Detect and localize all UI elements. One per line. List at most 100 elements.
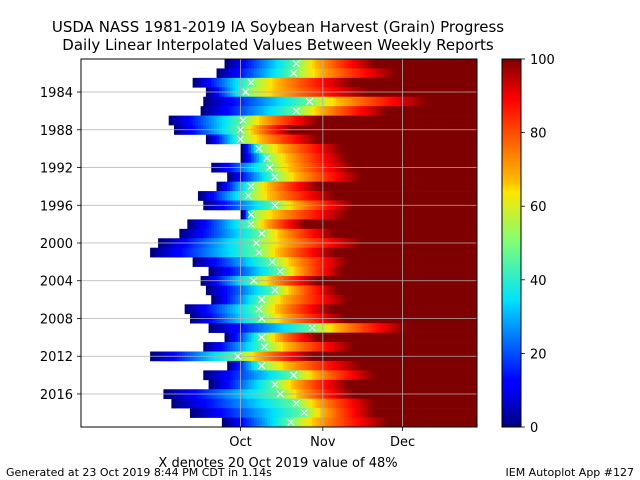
cell-1998-318: [357, 219, 361, 230]
cell-1991-321: [365, 153, 369, 164]
cell-2011-286: [272, 342, 276, 352]
cell-1989-356: [458, 134, 462, 145]
cell-1994-308: [330, 181, 334, 192]
cell-2017-277: [248, 398, 252, 409]
cell-2007-258: [197, 304, 201, 315]
cell-1987-334: [399, 115, 403, 126]
cell-2003-358: [463, 266, 467, 277]
cell-2006-304: [320, 294, 324, 305]
cell-2002-344: [426, 257, 430, 267]
cell-1997-301: [312, 209, 316, 220]
cell-1982-268: [224, 68, 228, 79]
cell-1999-319: [360, 228, 364, 239]
cell-1981-299: [306, 59, 310, 69]
cell-2014-329: [386, 370, 390, 381]
cell-1998-317: [354, 219, 358, 230]
cell-1998-304: [320, 219, 324, 230]
cell-1990-341: [418, 143, 422, 154]
cell-2014-271: [232, 370, 236, 381]
cell-2009-341: [418, 323, 422, 333]
cell-1983-256: [192, 77, 196, 88]
cell-2011-313: [344, 342, 348, 352]
cell-2002-261: [205, 257, 209, 267]
cell-2017-287: [275, 398, 279, 409]
cell-2005-282: [261, 285, 265, 296]
cell-1993-315: [349, 172, 353, 182]
cell-1986-352: [447, 106, 451, 116]
cell-2015-307: [328, 379, 332, 390]
cell-1981-344: [426, 59, 430, 69]
cell-1999-334: [399, 228, 403, 239]
cell-2011-284: [267, 342, 271, 352]
cell-1995-305: [322, 191, 326, 201]
cell-2002-320: [362, 257, 366, 267]
cell-1987-325: [376, 115, 380, 126]
cell-2003-274: [240, 266, 244, 277]
cell-2003-331: [391, 266, 396, 277]
cell-1990-329: [386, 143, 390, 154]
cell-2018-288: [277, 408, 281, 418]
heatmap-row-1987: [168, 115, 477, 126]
cell-2002-291: [285, 257, 289, 267]
cell-2001-253: [184, 247, 188, 258]
cell-2006-306: [325, 294, 329, 305]
cell-2015-358: [463, 379, 467, 390]
cell-1982-309: [333, 68, 337, 79]
cell-2007-351: [445, 304, 449, 315]
cell-1994-280: [256, 181, 260, 192]
cell-1983-291: [285, 77, 289, 88]
cell-2001-294: [293, 247, 297, 258]
cell-2013-333: [397, 360, 401, 371]
x-marker-2010: [258, 333, 266, 341]
cell-1995-314: [346, 191, 350, 201]
cell-2003-269: [227, 266, 231, 277]
cell-2005-281: [259, 285, 263, 296]
cell-1985-344: [426, 96, 430, 107]
cell-2014-320: [362, 370, 366, 381]
cell-2013-357: [461, 360, 465, 371]
cell-1993-333: [397, 172, 401, 182]
cell-1997-330: [389, 209, 393, 220]
cell-1997-288: [277, 209, 281, 220]
cell-2009-317: [354, 323, 358, 333]
cell-2018-318: [357, 408, 361, 418]
cell-2014-297: [301, 370, 305, 381]
cell-2002-267: [221, 257, 225, 267]
cell-2007-266: [219, 304, 223, 315]
cell-1990-294: [293, 143, 297, 154]
y-tick-label-2008: 2008: [40, 312, 73, 327]
cell-1989-350: [442, 134, 446, 145]
cell-1999-286: [272, 228, 276, 239]
cell-2014-261: [205, 370, 209, 381]
cell-2018-286: [272, 408, 276, 418]
cell-1999-321: [365, 228, 369, 239]
cell-2017-309: [333, 398, 337, 409]
cell-2015-300: [309, 379, 313, 390]
cell-2013-355: [455, 360, 459, 371]
cell-2007-269: [227, 304, 231, 315]
cell-2002-322: [368, 257, 372, 267]
cell-1990-359: [466, 143, 470, 154]
cell-2019-353: [450, 417, 454, 427]
cell-2002-269: [227, 257, 231, 267]
cell-1987-265: [216, 115, 220, 126]
cell-2010-298: [304, 332, 308, 343]
cell-1983-327: [381, 77, 385, 88]
cell-1987-271: [232, 115, 236, 126]
cell-2017-339: [413, 398, 417, 409]
cell-1981-359: [466, 59, 470, 69]
x-marker-1990: [255, 145, 263, 153]
cell-2010-301: [312, 332, 316, 343]
cell-1993-280: [256, 172, 260, 182]
cell-1991-277: [248, 153, 252, 164]
cell-2014-314: [346, 370, 350, 381]
cell-1981-361: [471, 59, 475, 69]
cell-2013-344: [426, 360, 430, 371]
cell-2010-344: [426, 332, 430, 343]
cell-2009-270: [229, 323, 233, 333]
cell-1982-352: [447, 68, 451, 79]
cell-1983-311: [338, 77, 342, 88]
x-marker-2016: [276, 390, 284, 398]
heatmap-row-1999: [179, 228, 477, 239]
cell-2002-345: [429, 257, 433, 267]
